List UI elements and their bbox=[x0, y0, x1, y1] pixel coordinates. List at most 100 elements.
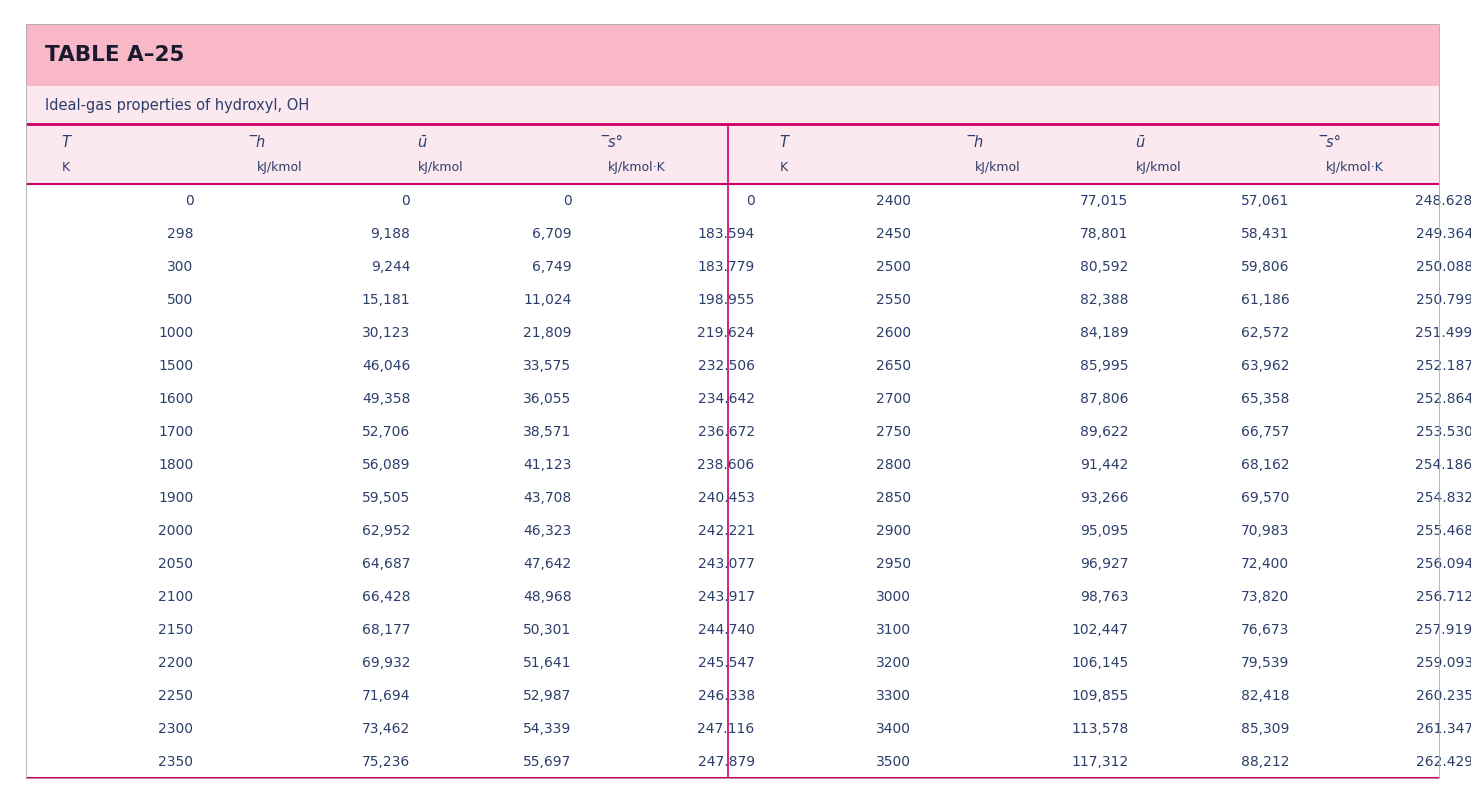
Text: 256.094: 256.094 bbox=[1415, 557, 1471, 571]
Text: 36,055: 36,055 bbox=[524, 392, 571, 405]
Text: 2300: 2300 bbox=[159, 721, 193, 736]
Text: 56,089: 56,089 bbox=[362, 458, 410, 472]
Text: 300: 300 bbox=[168, 260, 193, 274]
Text: 246.338: 246.338 bbox=[697, 689, 755, 702]
Text: 2200: 2200 bbox=[159, 656, 193, 670]
Text: 91,442: 91,442 bbox=[1080, 458, 1128, 472]
Text: 46,046: 46,046 bbox=[362, 359, 410, 373]
Text: 198.955: 198.955 bbox=[697, 293, 755, 306]
Text: 84,189: 84,189 bbox=[1080, 326, 1128, 340]
Text: 2050: 2050 bbox=[159, 557, 193, 571]
Text: 1800: 1800 bbox=[159, 458, 193, 472]
Text: 64,687: 64,687 bbox=[362, 557, 410, 571]
Text: 262.429: 262.429 bbox=[1415, 755, 1471, 768]
Text: 255.468: 255.468 bbox=[1415, 523, 1471, 538]
Text: 3300: 3300 bbox=[877, 689, 912, 702]
Text: 250.799: 250.799 bbox=[1415, 293, 1471, 306]
Text: 68,162: 68,162 bbox=[1242, 458, 1290, 472]
Text: 102,447: 102,447 bbox=[1071, 622, 1128, 637]
Text: 93,266: 93,266 bbox=[1080, 491, 1128, 504]
Text: 260.235: 260.235 bbox=[1415, 689, 1471, 702]
Text: 41,123: 41,123 bbox=[524, 458, 571, 472]
Text: 244.740: 244.740 bbox=[697, 622, 755, 637]
Text: 2250: 2250 bbox=[159, 689, 193, 702]
Text: 9,188: 9,188 bbox=[371, 227, 410, 241]
Text: kJ/kmol·K: kJ/kmol·K bbox=[608, 161, 666, 174]
Text: 113,578: 113,578 bbox=[1071, 721, 1128, 736]
Text: 253.530: 253.530 bbox=[1415, 425, 1471, 439]
Text: 252.864: 252.864 bbox=[1415, 392, 1471, 405]
Text: 2500: 2500 bbox=[877, 260, 912, 274]
Text: 2350: 2350 bbox=[159, 755, 193, 768]
Text: T: T bbox=[62, 135, 71, 150]
Text: 85,309: 85,309 bbox=[1242, 721, 1290, 736]
Text: kJ/kmol: kJ/kmol bbox=[974, 161, 1019, 174]
Text: 2450: 2450 bbox=[877, 227, 912, 241]
Text: 0: 0 bbox=[185, 194, 193, 207]
Text: K: K bbox=[62, 161, 69, 174]
Text: 52,706: 52,706 bbox=[362, 425, 410, 439]
Text: 2800: 2800 bbox=[877, 458, 912, 472]
Text: 58,431: 58,431 bbox=[1242, 227, 1290, 241]
Text: ̅s°: ̅s° bbox=[1325, 135, 1342, 150]
Text: 95,095: 95,095 bbox=[1080, 523, 1128, 538]
Text: 251.499: 251.499 bbox=[1415, 326, 1471, 340]
Text: 55,697: 55,697 bbox=[524, 755, 571, 768]
Text: 106,145: 106,145 bbox=[1071, 656, 1128, 670]
Text: 59,505: 59,505 bbox=[362, 491, 410, 504]
Text: 48,968: 48,968 bbox=[522, 590, 571, 603]
Text: 2100: 2100 bbox=[159, 590, 193, 603]
Text: 232.506: 232.506 bbox=[697, 359, 755, 373]
FancyBboxPatch shape bbox=[26, 24, 1439, 86]
Text: 242.221: 242.221 bbox=[697, 523, 755, 538]
Text: 250.088: 250.088 bbox=[1415, 260, 1471, 274]
Text: 252.187: 252.187 bbox=[1415, 359, 1471, 373]
Text: 183.779: 183.779 bbox=[697, 260, 755, 274]
Text: 6,709: 6,709 bbox=[533, 227, 571, 241]
Text: kJ/kmol: kJ/kmol bbox=[256, 161, 302, 174]
Text: K: K bbox=[780, 161, 787, 174]
Text: 257.919: 257.919 bbox=[1415, 622, 1471, 637]
Text: kJ/kmol: kJ/kmol bbox=[1136, 161, 1181, 174]
Text: 245.547: 245.547 bbox=[697, 656, 755, 670]
Text: 69,932: 69,932 bbox=[362, 656, 410, 670]
Text: 259.093: 259.093 bbox=[1415, 656, 1471, 670]
Text: 49,358: 49,358 bbox=[362, 392, 410, 405]
Text: 77,015: 77,015 bbox=[1080, 194, 1128, 207]
Text: 256.712: 256.712 bbox=[1415, 590, 1471, 603]
Text: 2550: 2550 bbox=[877, 293, 912, 306]
Text: 1900: 1900 bbox=[159, 491, 193, 504]
Text: ̅s°: ̅s° bbox=[608, 135, 624, 150]
Text: 0: 0 bbox=[402, 194, 410, 207]
Text: 109,855: 109,855 bbox=[1071, 689, 1128, 702]
Text: 3000: 3000 bbox=[877, 590, 912, 603]
Text: 57,061: 57,061 bbox=[1242, 194, 1290, 207]
Text: kJ/kmol: kJ/kmol bbox=[418, 161, 463, 174]
Text: 219.624: 219.624 bbox=[697, 326, 755, 340]
Text: 249.364: 249.364 bbox=[1415, 227, 1471, 241]
Text: 69,570: 69,570 bbox=[1242, 491, 1290, 504]
Text: 89,622: 89,622 bbox=[1080, 425, 1128, 439]
Text: 254.186: 254.186 bbox=[1415, 458, 1471, 472]
Text: 62,572: 62,572 bbox=[1242, 326, 1290, 340]
Text: 50,301: 50,301 bbox=[524, 622, 571, 637]
Text: 236.672: 236.672 bbox=[697, 425, 755, 439]
Text: 75,236: 75,236 bbox=[362, 755, 410, 768]
Text: 1700: 1700 bbox=[159, 425, 193, 439]
Text: 500: 500 bbox=[168, 293, 193, 306]
Text: 2850: 2850 bbox=[877, 491, 912, 504]
Text: 2700: 2700 bbox=[877, 392, 912, 405]
Text: 82,418: 82,418 bbox=[1242, 689, 1290, 702]
Text: 87,806: 87,806 bbox=[1080, 392, 1128, 405]
Text: T: T bbox=[780, 135, 788, 150]
Text: 68,177: 68,177 bbox=[362, 622, 410, 637]
Text: 183.594: 183.594 bbox=[697, 227, 755, 241]
Text: 52,987: 52,987 bbox=[524, 689, 571, 702]
Text: 2950: 2950 bbox=[877, 557, 912, 571]
Text: 43,708: 43,708 bbox=[524, 491, 571, 504]
Text: 59,806: 59,806 bbox=[1242, 260, 1290, 274]
Text: 82,388: 82,388 bbox=[1080, 293, 1128, 306]
Text: 1000: 1000 bbox=[159, 326, 193, 340]
Text: 3200: 3200 bbox=[877, 656, 912, 670]
Text: TABLE A–25: TABLE A–25 bbox=[46, 45, 185, 65]
